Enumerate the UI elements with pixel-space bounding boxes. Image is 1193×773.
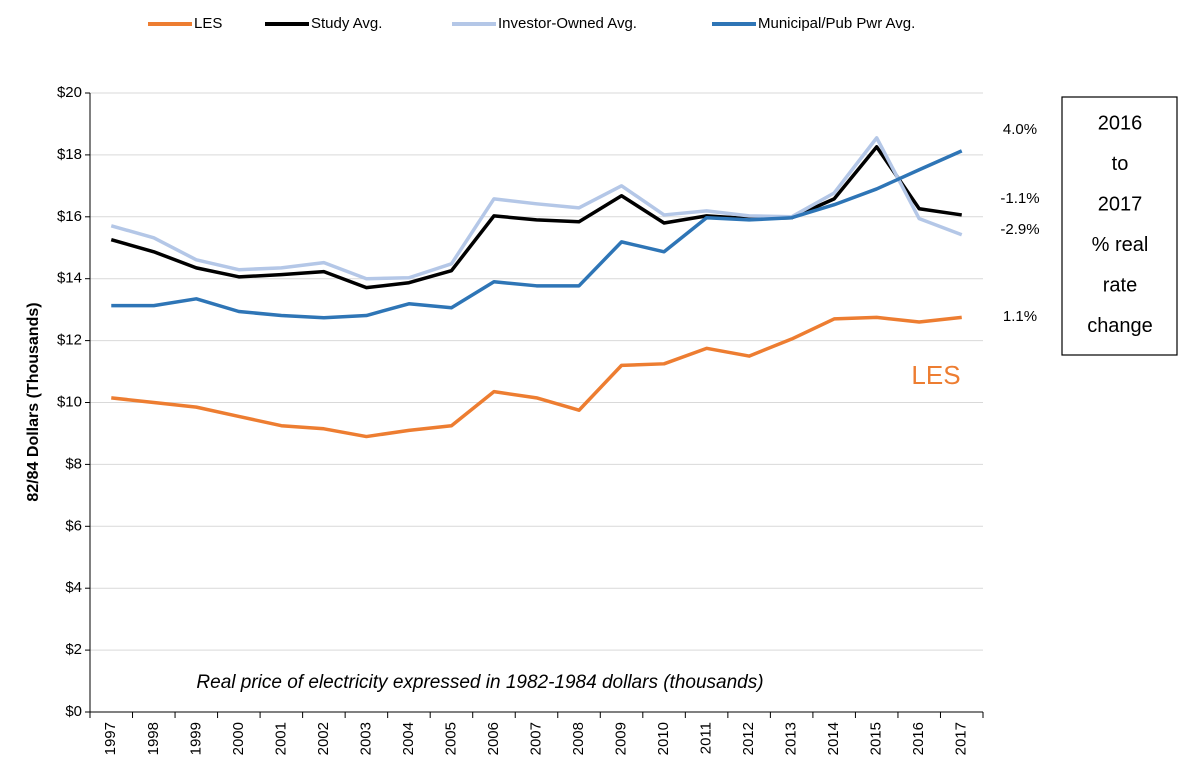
change-label: -1.1% [1000,190,1039,207]
box-text: % real [1092,234,1149,256]
legend-label: Investor-Owned Avg. [498,15,637,32]
box-text: change [1087,315,1153,337]
y-tick-label: $2 [65,641,82,658]
x-tick-label: 2011 [698,722,715,754]
series-line [110,136,963,281]
y-tick-label: $18 [57,146,82,163]
y-axis-label: 82/84 Dollars (Thousands) [25,302,42,501]
x-tick-label: 2012 [740,722,757,755]
box-text: rate [1103,274,1137,296]
series-label: LES [911,360,960,390]
x-tick-label: 2006 [485,722,502,755]
box-text: 2017 [1098,193,1143,215]
y-tick-label: $14 [57,270,82,287]
x-tick-label: 2008 [570,722,587,755]
box-text: to [1112,153,1129,175]
x-tick-label: 1999 [187,722,204,755]
x-tick-label: 2010 [655,722,672,755]
x-tick-label: 2001 [272,722,289,755]
x-tick-label: 1997 [102,722,119,755]
x-tick-label: 2016 [910,722,927,755]
label-bg [888,355,978,400]
x-tick-label: 2002 [315,722,332,755]
x-tick-label: 2013 [783,722,800,755]
x-tick-label: 1998 [145,722,162,755]
annotation-box [1061,96,1178,356]
x-tick-label: 2003 [357,722,374,755]
y-tick-label: $8 [65,455,82,472]
x-tick-label: 2004 [400,722,417,755]
x-tick-label: 2017 [953,722,970,755]
change-label: -2.9% [1000,221,1039,238]
y-tick-label: $4 [65,579,82,596]
series-line [111,315,962,439]
series-line [110,145,962,290]
note: Real price of electricity expressed in 1… [196,672,763,693]
change-label: 4.0% [1003,121,1037,138]
x-tick-label: 2009 [613,722,630,755]
y-tick-label: $10 [57,393,82,410]
x-tick-label: 2015 [868,722,885,755]
y-tick-label: $20 [57,84,82,101]
change-label: 1.1% [1003,308,1037,325]
y-tick-label: $12 [57,332,82,349]
x-tick-label: 2007 [527,722,544,755]
x-tick-label: 2005 [442,722,459,755]
legend-label: Study Avg. [311,15,382,32]
series-line [111,149,963,320]
y-tick-label: $0 [65,703,82,720]
y-tick-label: $16 [57,208,82,225]
x-tick-label: 2000 [230,722,247,755]
legend-label: Municipal/Pub Pwr Avg. [758,15,915,32]
x-tick-label: 2014 [825,722,842,755]
box-text: 2016 [1098,112,1143,134]
legend-label: LES [194,15,222,32]
y-tick-label: $6 [65,517,82,534]
